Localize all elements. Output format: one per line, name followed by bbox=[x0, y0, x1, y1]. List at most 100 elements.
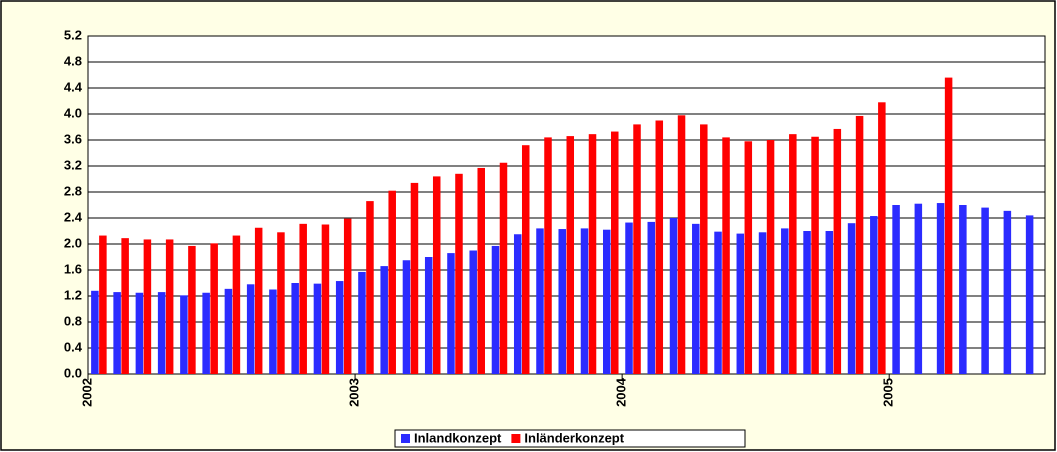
bar bbox=[513, 234, 522, 374]
bar bbox=[625, 222, 633, 374]
bar bbox=[157, 292, 166, 374]
bar bbox=[246, 284, 255, 374]
legend-label: Inlandkonzept bbox=[414, 430, 502, 445]
bar bbox=[313, 283, 322, 374]
bar bbox=[677, 115, 686, 375]
bar bbox=[655, 120, 664, 374]
bar bbox=[558, 229, 566, 374]
y-tick-label: 3.2 bbox=[64, 157, 82, 172]
bar bbox=[299, 223, 307, 374]
bar bbox=[722, 137, 730, 374]
bar bbox=[135, 292, 144, 374]
bar bbox=[343, 218, 352, 374]
bar bbox=[611, 131, 619, 374]
y-tick-label: 4.8 bbox=[64, 53, 82, 68]
bar bbox=[91, 290, 99, 374]
bar bbox=[277, 232, 285, 374]
x-tick-label: 2002 bbox=[79, 378, 94, 407]
bar bbox=[847, 223, 856, 374]
bar bbox=[491, 245, 500, 374]
bar bbox=[447, 253, 455, 374]
bar bbox=[566, 136, 575, 374]
bar bbox=[536, 228, 544, 374]
bar bbox=[744, 141, 753, 374]
bar bbox=[758, 232, 767, 374]
bar bbox=[388, 190, 396, 374]
bar bbox=[700, 124, 708, 375]
bar bbox=[232, 235, 241, 374]
bar bbox=[469, 250, 477, 374]
bar bbox=[143, 239, 152, 374]
bar bbox=[165, 239, 174, 374]
bar bbox=[1025, 215, 1034, 374]
x-tick-label: 2003 bbox=[347, 378, 362, 407]
bar bbox=[410, 182, 419, 374]
bar bbox=[825, 231, 834, 374]
bar bbox=[736, 233, 745, 374]
bar bbox=[981, 207, 989, 374]
bar bbox=[380, 266, 388, 374]
bar bbox=[424, 257, 433, 374]
legend-swatch bbox=[511, 434, 521, 443]
bar bbox=[803, 231, 811, 374]
bar bbox=[669, 218, 678, 374]
bar bbox=[1003, 210, 1012, 374]
bar bbox=[477, 167, 485, 374]
x-tick-label: 2004 bbox=[614, 377, 629, 407]
bar bbox=[811, 136, 819, 374]
y-tick-label: 4.4 bbox=[64, 79, 83, 94]
bar bbox=[944, 77, 953, 374]
bar bbox=[521, 145, 530, 374]
bar bbox=[99, 235, 107, 374]
bar bbox=[269, 289, 277, 374]
bar bbox=[580, 228, 589, 374]
bar bbox=[959, 205, 967, 374]
legend-swatch bbox=[401, 434, 410, 443]
bar bbox=[781, 228, 789, 374]
bar bbox=[455, 173, 463, 374]
bar bbox=[402, 260, 411, 374]
y-tick-label: 2.4 bbox=[64, 209, 83, 224]
y-tick-label: 2.8 bbox=[64, 183, 82, 198]
y-tick-label: 4.0 bbox=[64, 105, 82, 120]
bar bbox=[855, 115, 864, 374]
x-tick-label: 2005 bbox=[881, 378, 896, 407]
bar bbox=[602, 229, 611, 374]
bar bbox=[914, 203, 923, 374]
bar bbox=[335, 281, 344, 374]
y-tick-label: 1.2 bbox=[64, 287, 82, 302]
bar bbox=[210, 243, 218, 374]
y-tick-label: 3.6 bbox=[64, 131, 82, 146]
bar bbox=[180, 295, 188, 374]
bar bbox=[499, 162, 508, 374]
bar bbox=[544, 137, 552, 374]
bar bbox=[766, 140, 775, 374]
bar bbox=[588, 134, 597, 374]
bar bbox=[202, 292, 210, 374]
bar bbox=[254, 227, 263, 374]
bar bbox=[878, 102, 886, 375]
bar bbox=[936, 203, 945, 374]
bar bbox=[321, 224, 330, 374]
bar bbox=[358, 271, 366, 374]
bar bbox=[892, 205, 900, 374]
y-tick-label: 0.8 bbox=[64, 313, 82, 328]
bar bbox=[633, 124, 641, 375]
y-tick-label: 5.2 bbox=[64, 27, 82, 42]
y-tick-label: 0.0 bbox=[64, 365, 82, 380]
bar bbox=[647, 221, 656, 374]
bar bbox=[714, 231, 722, 374]
bar bbox=[113, 292, 121, 374]
bar bbox=[833, 128, 842, 374]
y-tick-label: 0.4 bbox=[64, 339, 83, 354]
bar bbox=[224, 288, 233, 374]
bar bbox=[366, 201, 374, 374]
legend-box bbox=[394, 429, 746, 448]
bar bbox=[188, 245, 196, 374]
y-tick-label: 1.6 bbox=[64, 261, 82, 276]
bar bbox=[432, 176, 441, 374]
bar bbox=[870, 216, 878, 374]
bar bbox=[291, 283, 299, 374]
bar bbox=[121, 238, 129, 374]
